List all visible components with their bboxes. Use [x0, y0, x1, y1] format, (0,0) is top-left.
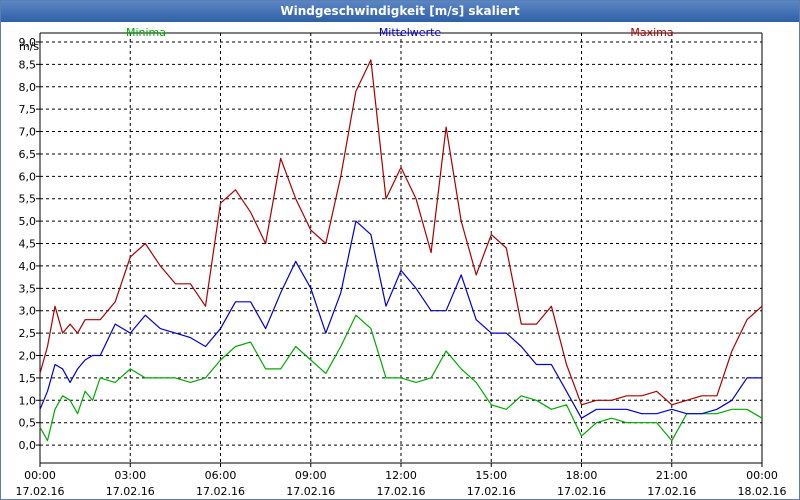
y-tick-label: 2,5	[19, 327, 37, 340]
y-tick-label: 8,0	[19, 81, 37, 94]
x-tick-time-label: 00:00	[24, 469, 56, 482]
y-tick-label: 8,5	[19, 58, 37, 71]
y-tick-label: 7,5	[19, 103, 37, 116]
x-tick-date-label: 17.02.16	[286, 485, 335, 498]
x-tick-time-label: 15:00	[475, 469, 507, 482]
y-tick-label: 1,0	[19, 394, 37, 407]
plot-area	[40, 33, 762, 463]
x-tick-time-label: 06:00	[205, 469, 237, 482]
x-tick-time-label: 18:00	[566, 469, 598, 482]
legend-mittelwerte: Mittelwerte	[379, 26, 442, 39]
y-tick-label: 5,0	[19, 215, 37, 228]
x-tick-time-label: 12:00	[385, 469, 417, 482]
y-tick-label: 6,5	[19, 148, 37, 161]
x-tick-date-label: 18.02.16	[738, 485, 787, 498]
x-tick-date-label: 17.02.16	[647, 485, 696, 498]
y-tick-label: 2,0	[19, 350, 37, 363]
y-tick-label: 0,0	[19, 439, 37, 452]
window-title: Windgeschwindigkeit [m/s] skaliert	[1, 1, 799, 22]
x-tick-date-label: 17.02.16	[196, 485, 245, 498]
y-tick-label: 0,5	[19, 417, 37, 430]
series-line-maxima	[39, 59, 763, 406]
x-tick-date-label: 17.02.16	[557, 485, 606, 498]
y-tick-label: 7,0	[19, 126, 37, 139]
legend-maxima: Maxima	[630, 26, 673, 39]
x-tick-time-label: 09:00	[295, 469, 327, 482]
y-tick-label: 4,5	[19, 238, 37, 251]
y-tick-label: 5,5	[19, 193, 37, 206]
x-tick-date-label: 17.02.16	[377, 485, 426, 498]
chart-canvas: 0,0 0,5 1,0 1,5 2,0 2,5 3,0 3,5 4,0 4,5 5,0 5,5 6,0 6…	[16, 26, 787, 498]
y-tick-label: 3,0	[19, 305, 37, 318]
y-tick-label: 3,5	[19, 282, 37, 295]
legend-minima: Minima	[126, 26, 166, 39]
y-axis-unit-label: m/s	[19, 40, 39, 53]
y-tick-label: 1,5	[19, 372, 37, 385]
y-tick-label: 9,0	[19, 36, 37, 49]
x-tick-date-label: 17.02.16	[467, 485, 516, 498]
series-line-minima	[39, 314, 763, 442]
x-tick-date-label: 17.02.16	[106, 485, 155, 498]
x-tick-date-label: 17.02.16	[16, 485, 65, 498]
series-line-mittelwerte	[39, 220, 762, 419]
y-tick-label: 6,0	[19, 170, 37, 183]
y-tick-label: 4,0	[19, 260, 37, 273]
x-tick-time-label: 00:00	[746, 469, 778, 482]
x-tick-time-label: 21:00	[656, 469, 688, 482]
x-tick-time-label: 03:00	[114, 469, 146, 482]
